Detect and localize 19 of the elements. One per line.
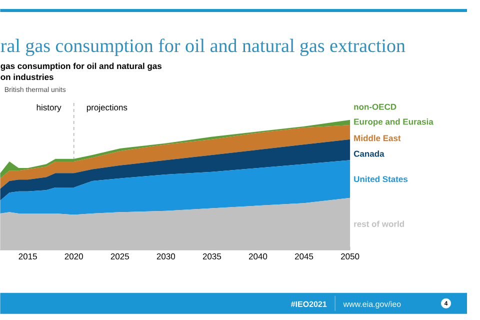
x-tick-label: 2030	[156, 253, 176, 260]
text: on industries	[0, 74, 54, 80]
x-tick-label: 2045	[294, 253, 314, 260]
series-label: United States	[354, 176, 408, 182]
series-label: Canada	[354, 150, 384, 157]
text: projections	[86, 104, 128, 112]
series-label: rest of world	[354, 220, 404, 228]
x-tick-label: 2015	[18, 253, 37, 260]
chart-subtitle: gas consumption for oil and natural gas	[0, 62, 162, 71]
x-tick-label: 2050	[341, 253, 360, 260]
text: history	[36, 104, 62, 112]
x-tick-label: 2025	[110, 253, 129, 260]
x-tick-label: 2035	[202, 253, 222, 260]
series-label: Europe and Eurasia	[354, 118, 434, 126]
text: non-OECD	[354, 104, 396, 110]
x-tick-label: 2040	[248, 253, 268, 260]
x-tick-label: 2020	[64, 253, 83, 260]
chart-title: ral gas consumption for oil and natural gas extraction	[0, 38, 406, 56]
series-label: Middle East	[354, 135, 401, 142]
